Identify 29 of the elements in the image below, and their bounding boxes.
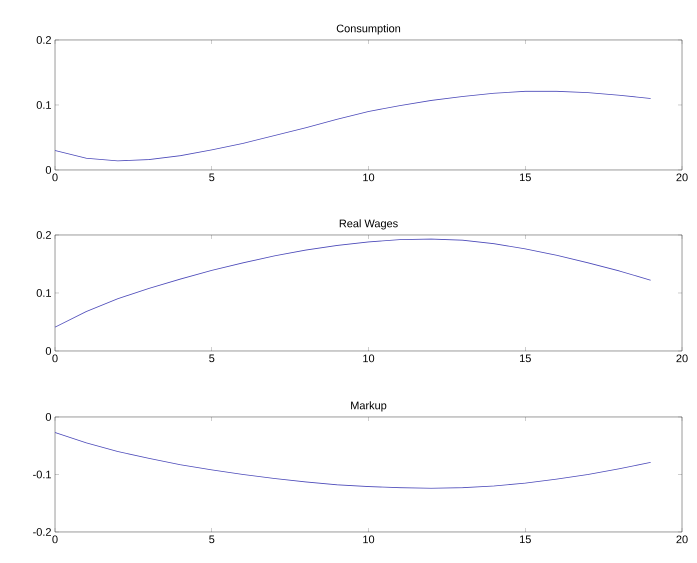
y-tick-label: 0.1 — [36, 289, 51, 297]
y-tick-label: -0.2 — [33, 528, 51, 536]
x-tick-label: 0 — [52, 354, 58, 362]
y-tick-label: 0.2 — [36, 36, 51, 44]
x-tick-label: 10 — [363, 354, 374, 362]
line-series — [54, 432, 652, 489]
x-tick-label: 5 — [209, 536, 214, 544]
x-tick-label: 0 — [52, 536, 58, 544]
chart-title: Real Wages — [340, 219, 398, 230]
x-tick-label: 20 — [676, 354, 688, 362]
chart-title: Markup — [351, 401, 386, 412]
y-tick-label: 0 — [46, 413, 52, 421]
y-tick-label: 0.1 — [36, 101, 51, 109]
x-tick-label: 0 — [52, 174, 58, 182]
x-tick-label: 10 — [363, 174, 374, 182]
line-series — [54, 238, 652, 328]
x-tick-label: 15 — [520, 354, 531, 362]
x-tick-label: 10 — [363, 536, 374, 544]
chart-title: Consumption — [336, 24, 400, 34]
x-tick-label: 5 — [209, 174, 214, 182]
x-tick-label: 15 — [520, 174, 531, 182]
x-tick-label: 20 — [676, 536, 688, 544]
y-tick-label: 0.2 — [36, 231, 51, 239]
x-tick-label: 20 — [676, 174, 688, 182]
y-tick-label: 0 — [46, 166, 52, 174]
y-tick-label: 0 — [46, 347, 52, 355]
y-tick-label: -0.1 — [33, 470, 51, 478]
x-tick-label: 15 — [520, 536, 531, 544]
x-tick-label: 5 — [209, 354, 214, 362]
